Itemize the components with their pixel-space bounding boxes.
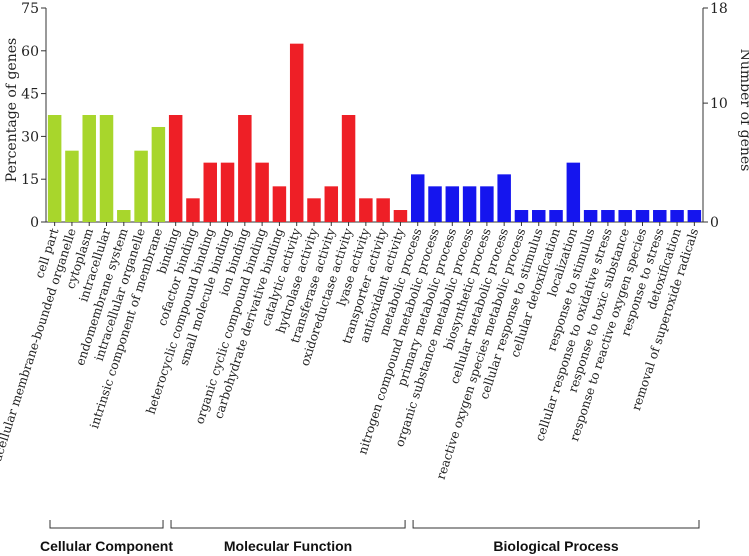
bar-organic-cyclic-compound-binding	[255, 162, 269, 222]
bar-cell-part	[47, 115, 62, 222]
bar-intracellular-organelle	[134, 150, 148, 222]
bar-response-to-reactive-oxygen-species	[635, 210, 650, 222]
bar-nitrogen-compound-metabolic-process	[428, 186, 442, 222]
group-label: Molecular Function	[224, 538, 352, 554]
group-bracket	[170, 520, 406, 529]
bar-removal-of-superoxide-radicals	[687, 210, 702, 222]
bar-endomembrane-system	[117, 210, 131, 222]
bar-metabolic-process	[410, 174, 425, 222]
right-y-axis: 0 10 18	[702, 1, 728, 231]
bar-hydrolase-activity	[307, 198, 321, 222]
group-label: Biological Process	[493, 538, 618, 554]
bar-small-molecule-binding	[220, 162, 235, 222]
bar-antioxidant-activity	[393, 210, 408, 222]
bar-cellular-metabolic-process	[497, 174, 511, 222]
left-y-axis: 0 15 30 45 60 75	[21, 1, 703, 231]
bars	[47, 43, 702, 222]
group-label: Cellular Component	[40, 538, 173, 554]
right-axis-title: Number of genes	[737, 49, 749, 172]
left-tick-label: 30	[21, 129, 39, 145]
bar-response-to-toxic-substance	[618, 210, 632, 222]
group-bracket	[412, 520, 700, 529]
bar-organic-substance-metabolic-process	[462, 186, 477, 222]
bar-response-to-stress	[653, 210, 667, 222]
bar-reactive-oxygen-species-metabolic-process	[514, 210, 529, 222]
bar-intracellular	[99, 115, 114, 222]
bar-biosynthetic-process	[480, 186, 494, 222]
bar-cytoplasm	[82, 115, 96, 222]
left-tick-label: 75	[21, 1, 39, 17]
bar-binding	[168, 115, 183, 222]
bar-transporter-activity	[376, 198, 390, 222]
bar-oxidoreductase-activity	[341, 115, 356, 222]
left-tick-label: 15	[21, 172, 39, 188]
right-tick-label: 18	[710, 1, 728, 17]
left-tick-label: 0	[30, 215, 39, 231]
group-brackets: Cellular Component Molecular Function Biol…	[40, 520, 700, 554]
bar-cellular-detoxification	[549, 210, 563, 222]
bar-cellular-response-to-stimulus	[532, 210, 546, 222]
bar-heterocyclic-compound-binding	[203, 162, 217, 222]
bar-catalytic-activity	[289, 43, 304, 222]
left-tick-label: 45	[21, 87, 39, 103]
bar-transferase-activity	[324, 186, 339, 222]
right-tick-label: 10	[710, 96, 728, 112]
bar-carbohydrate-derivative-binding	[272, 186, 287, 222]
bar-response-to-stimulus	[583, 210, 598, 222]
left-axis-title: Percentage of genes	[4, 38, 20, 182]
bar-localization	[566, 162, 581, 222]
bar-ion-binding	[238, 115, 252, 222]
bar-intracellular-membrane-bounded-organelle	[65, 150, 79, 222]
bar-cofactor-binding	[186, 198, 200, 222]
bar-cellular-response-to-oxidative-stress	[601, 210, 615, 222]
left-tick-label: 60	[21, 44, 39, 60]
bar-detoxification	[670, 210, 684, 222]
bar-intrinsic-component-of-membrane	[151, 126, 166, 222]
bar-lyase-activity	[359, 198, 373, 222]
right-tick-label: 0	[710, 215, 719, 231]
bar-primary-metabolic-process	[445, 186, 460, 222]
group-bracket	[49, 520, 164, 529]
